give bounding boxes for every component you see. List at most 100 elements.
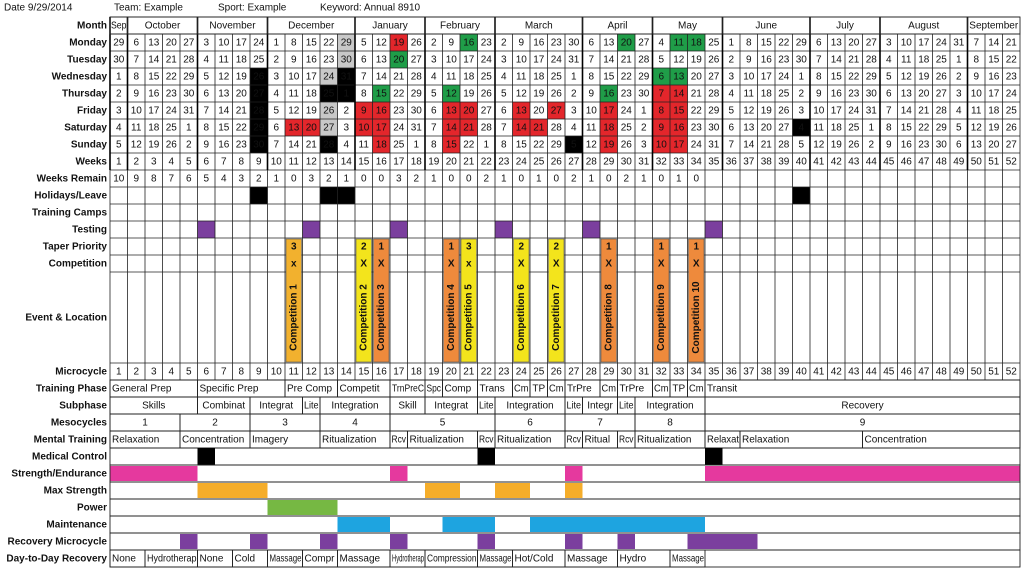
day-number: 19 xyxy=(831,140,843,151)
day-number: 2 xyxy=(343,106,349,117)
day-number: 24 xyxy=(936,38,948,49)
day-number: 15 xyxy=(603,72,615,83)
weeks-remain-number: 0 xyxy=(606,174,612,185)
microcycle-number: 45 xyxy=(883,367,895,378)
day-number: 13 xyxy=(516,106,528,117)
header-date: Date 9/29/2014 xyxy=(4,3,73,14)
day-number: 20 xyxy=(691,72,703,83)
day-number: 25 xyxy=(481,72,493,83)
day-number: 26 xyxy=(481,89,493,100)
microcycle-number: 15 xyxy=(358,367,370,378)
day-number: 28 xyxy=(638,55,650,66)
day-number: 17 xyxy=(533,55,545,66)
microcycle-number: 46 xyxy=(901,367,913,378)
weeks-number: 46 xyxy=(901,157,913,168)
day-number: 15 xyxy=(988,55,1000,66)
day-number: 8 xyxy=(501,140,507,151)
day-number: 29 xyxy=(113,38,125,49)
day-number: 26 xyxy=(1006,123,1018,134)
day-number: 29 xyxy=(708,106,720,117)
day-number: 11 xyxy=(814,123,825,134)
day-number: 14 xyxy=(988,38,1000,49)
weeks-remain-number: 4 xyxy=(221,174,227,185)
header-sport: Sport: Example xyxy=(218,3,287,14)
month-label: December xyxy=(288,21,335,32)
segment-label: Trans xyxy=(480,384,505,395)
day-number: 22 xyxy=(323,38,335,49)
day-number: 8 xyxy=(203,123,209,134)
day-number: 8 xyxy=(658,106,664,117)
segment-label: Hydrotherap xyxy=(147,554,197,565)
weeks-remain-number: 3 xyxy=(396,174,402,185)
day-number: 23 xyxy=(481,38,493,49)
microcycle-number: 22 xyxy=(481,367,493,378)
weeks-number: 28 xyxy=(586,157,598,168)
weeks-remain-number: 2 xyxy=(413,174,419,185)
row-label: Mesocycles xyxy=(51,418,108,429)
day-highlight xyxy=(460,102,478,119)
day-highlight xyxy=(652,68,670,85)
segment-label: Integr xyxy=(587,401,613,412)
day-highlight xyxy=(337,51,355,68)
segment-label: TrPre xyxy=(567,384,592,395)
day-number: 8 xyxy=(973,55,979,66)
day-number: 7 xyxy=(203,106,209,117)
day-number: 22 xyxy=(166,72,178,83)
day-number: 6 xyxy=(658,72,664,83)
day-number: 6 xyxy=(203,89,209,100)
day-highlight xyxy=(320,136,338,153)
medical-cell xyxy=(477,448,495,465)
microcycle-number: 11 xyxy=(289,367,300,378)
microcycle-number: 6 xyxy=(203,367,209,378)
month-label: March xyxy=(525,21,553,32)
day-number: 30 xyxy=(866,89,878,100)
segment-label: Massage xyxy=(567,554,608,565)
row-border xyxy=(109,447,1021,466)
segment-label: Massage xyxy=(672,554,704,565)
day-number: 20 xyxy=(761,123,773,134)
segment-label: Cm xyxy=(549,384,564,395)
day-number: 4 xyxy=(658,38,664,49)
day-number: 12 xyxy=(218,72,230,83)
day-number: 6 xyxy=(588,38,594,49)
microcycle-number: 19 xyxy=(428,367,440,378)
segment-label: Cold xyxy=(235,554,256,565)
day-number: 12 xyxy=(516,89,528,100)
day-number: 17 xyxy=(761,72,773,83)
row-label: Subphase xyxy=(59,401,107,412)
taper-priority: 1 xyxy=(448,242,454,253)
day-number: 21 xyxy=(166,55,178,66)
day-number: 17 xyxy=(148,106,160,117)
day-highlight xyxy=(442,85,460,102)
day-number: 4 xyxy=(886,55,892,66)
day-number: 17 xyxy=(236,38,248,49)
day-number: 13 xyxy=(218,89,230,100)
day-number: 11 xyxy=(359,140,370,151)
weeks-remain-number: 2 xyxy=(483,174,489,185)
segment-label: 9 xyxy=(860,418,866,429)
day-number: 17 xyxy=(376,123,388,134)
day-highlight xyxy=(600,136,618,153)
day-number: 9 xyxy=(203,140,209,151)
day-number: 31 xyxy=(708,140,720,151)
segment-label: Rcv xyxy=(619,435,634,446)
day-number: 18 xyxy=(148,123,160,134)
weeks-remain-number: 2 xyxy=(326,174,332,185)
microcycle-number: 2 xyxy=(133,367,139,378)
day-number: 21 xyxy=(236,106,248,117)
day-number: 1 xyxy=(343,89,349,100)
weeks-remain-number: 5 xyxy=(203,174,209,185)
day-number: 14 xyxy=(831,55,843,66)
day-number: 11 xyxy=(446,72,457,83)
day-number: 15 xyxy=(516,140,528,151)
weeks-number: 18 xyxy=(411,157,423,168)
taper-priority: 3 xyxy=(291,242,297,253)
competition-column xyxy=(373,238,390,363)
segment-label: 3 xyxy=(282,418,288,429)
row-label: Testing xyxy=(72,225,107,236)
event-name: Competition 5 xyxy=(463,284,474,351)
day-number: 28 xyxy=(936,106,948,117)
segment-label: Lite xyxy=(619,401,634,412)
segment-label: Massage xyxy=(340,554,381,565)
day-number: 6 xyxy=(431,106,437,117)
